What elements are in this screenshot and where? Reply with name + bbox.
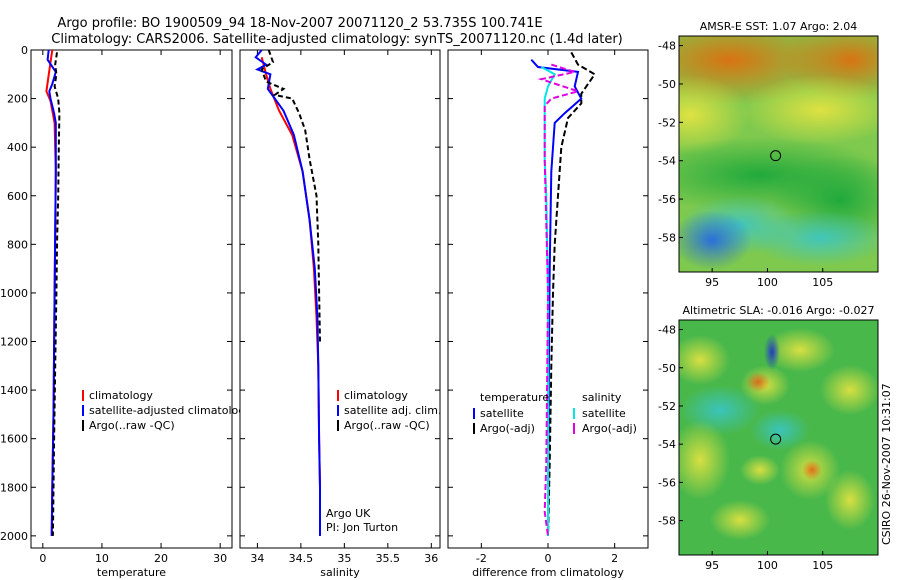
diff-legend-temp-header: temperature bbox=[480, 391, 549, 404]
diff-legend-entry: satellite bbox=[480, 407, 524, 420]
sla-map-blob bbox=[820, 365, 878, 415]
sst-map-y-tick-label: -48 bbox=[658, 40, 676, 53]
side-timestamp: CSIRO 26-Nov-2007 10:31:07 bbox=[880, 383, 893, 545]
salinity-legend-entry: satellite adj. clim. bbox=[344, 404, 441, 417]
sla-map-blob bbox=[746, 372, 770, 392]
temperature-y-tick-label: 2000 bbox=[0, 530, 28, 543]
sla-map-blob bbox=[765, 328, 835, 372]
sla-map-y-tick-label: -52 bbox=[658, 400, 676, 413]
sst-map-y-tick-label: -50 bbox=[658, 78, 676, 91]
temperature-y-tick-label: 1400 bbox=[0, 384, 28, 397]
sla-map-x-tick-label: 105 bbox=[812, 559, 833, 572]
temperature-legend-entry: climatology bbox=[89, 389, 153, 402]
sst-map-field bbox=[679, 36, 878, 272]
temperature-y-tick-label: 800 bbox=[7, 238, 28, 251]
temperature-y-tick-label: 1800 bbox=[0, 481, 28, 494]
salinity-series-line-2 bbox=[260, 49, 321, 342]
temperature-x-axis-label: temperature bbox=[97, 566, 166, 579]
sla-map: Altimetric SLA: -0.016 Argo: -0.027 95 100… bbox=[658, 304, 879, 572]
sla-map-blob bbox=[679, 420, 730, 500]
salinity-legend-entry: climatology bbox=[344, 389, 408, 402]
temperature-y-tick-label: 200 bbox=[7, 93, 28, 106]
difference-series-line-0 bbox=[530, 59, 583, 536]
sst-map-y-tick-label: -58 bbox=[658, 231, 676, 244]
difference-x-tick-label: 0 bbox=[545, 552, 552, 565]
difference-x-tick-label: -2 bbox=[476, 552, 487, 565]
temperature-series-line-2 bbox=[51, 52, 61, 536]
sla-map-x-tick-label: 95 bbox=[705, 559, 719, 572]
sla-map-y-tick-label: -54 bbox=[658, 438, 676, 451]
sst-map-x-tick-label: 105 bbox=[812, 276, 833, 289]
salinity-x-tick-label: 34 bbox=[250, 552, 264, 565]
pi-annotation-line-1: Argo UK bbox=[326, 507, 371, 520]
sla-map-blob bbox=[679, 335, 730, 385]
salinity-legend-entry: Argo(..raw -QC) bbox=[344, 419, 430, 432]
sla-map-y-tick-label: -56 bbox=[658, 476, 676, 489]
sla-map-y-tick-label: -50 bbox=[658, 362, 676, 375]
sst-map-blob bbox=[740, 75, 878, 145]
sst-map-blob bbox=[750, 210, 878, 266]
difference-series-line-1 bbox=[547, 51, 597, 536]
sla-map-blob bbox=[764, 334, 780, 370]
temperature-x-tick-label: 10 bbox=[95, 552, 109, 565]
difference-x-axis-label: difference from climatology bbox=[472, 566, 624, 579]
temperature-x-tick-label: 0 bbox=[39, 552, 46, 565]
sla-map-frame bbox=[678, 319, 879, 556]
salinity-x-axis-label: salinity bbox=[320, 566, 360, 579]
sst-map-blob bbox=[679, 75, 750, 155]
sst-map-y-tick-label: -54 bbox=[658, 155, 676, 168]
difference-series-line-3 bbox=[537, 63, 582, 537]
sst-map: AMSR-E SST: 1.07 Argo: 2.04 95 100 105 -48 -5… bbox=[658, 20, 879, 289]
temperature-y-tick-label: 0 bbox=[21, 44, 28, 57]
temperature-axes-box bbox=[30, 49, 233, 549]
salinity-x-tick-label: 34.5 bbox=[289, 552, 314, 565]
temperature-legend-entry: Argo(..raw -QC) bbox=[89, 419, 175, 432]
sla-map-blob bbox=[802, 460, 822, 480]
temperature-legend-entry: satellite-adjusted climatology bbox=[89, 404, 252, 417]
sst-map-title: AMSR-E SST: 1.07 Argo: 2.04 bbox=[700, 20, 858, 33]
temperature-y-tick-label: 400 bbox=[7, 141, 28, 154]
sla-map-title: Altimetric SLA: -0.016 Argo: -0.027 bbox=[683, 304, 875, 317]
pi-annotation-line-2: PI: Jon Turton bbox=[326, 521, 398, 534]
sst-map-y-tick-label: -52 bbox=[658, 116, 676, 129]
sla-map-y-tick-label: -48 bbox=[658, 324, 676, 337]
diff-legend-sal-header: salinity bbox=[582, 391, 622, 404]
sla-map-argo-marker bbox=[770, 433, 782, 445]
sla-map-blob bbox=[740, 455, 780, 485]
salinity-panel: 34 34.5 35 35.5 36 salinity climatology satelli… bbox=[239, 49, 441, 579]
sst-map-blob bbox=[679, 210, 752, 270]
sst-map-x-tick-label: 100 bbox=[757, 276, 778, 289]
temperature-y-tick-label: 600 bbox=[7, 190, 28, 203]
sla-map-field bbox=[679, 320, 878, 555]
sla-map-y-tick-label: -58 bbox=[658, 515, 676, 528]
diff-legend-entry: Argo(-adj) bbox=[582, 422, 637, 435]
sla-map-x-tick-label: 100 bbox=[757, 559, 778, 572]
salinity-axes-box bbox=[239, 49, 441, 549]
temperature-x-tick-label: 20 bbox=[154, 552, 168, 565]
sla-map-blob bbox=[710, 500, 770, 540]
salinity-x-tick-label: 35 bbox=[337, 552, 351, 565]
sla-map-blob bbox=[825, 470, 875, 530]
salinity-series-line-1 bbox=[254, 49, 321, 536]
sst-map-y-tick-label: -56 bbox=[658, 193, 676, 206]
salinity-x-tick-label: 35.5 bbox=[376, 552, 401, 565]
temperature-y-tick-label: 1000 bbox=[0, 287, 28, 300]
sla-map-blob bbox=[750, 410, 810, 450]
diff-legend-entry: satellite bbox=[582, 407, 626, 420]
temperature-x-tick-label: 30 bbox=[213, 552, 227, 565]
temperature-y-tick-label: 1200 bbox=[0, 336, 28, 349]
temperature-panel: 0 10 20 30 0 200 400 600 800 1000 1200 1400 1600 1800… bbox=[0, 44, 252, 579]
salinity-x-tick-label: 36 bbox=[424, 552, 438, 565]
header-line-1: Argo profile: BO 1900509_94 18-Nov-2007 … bbox=[57, 16, 542, 31]
diff-legend-entry: Argo(-adj) bbox=[480, 422, 535, 435]
sst-map-frame bbox=[678, 35, 879, 273]
header-line-2: Climatology: CARS2006. Satellite-adjuste… bbox=[51, 32, 623, 47]
sst-map-x-tick-label: 95 bbox=[705, 276, 719, 289]
sst-map-argo-marker bbox=[770, 150, 782, 162]
difference-x-tick-label: 2 bbox=[611, 552, 618, 565]
temperature-y-tick-label: 1600 bbox=[0, 433, 28, 446]
